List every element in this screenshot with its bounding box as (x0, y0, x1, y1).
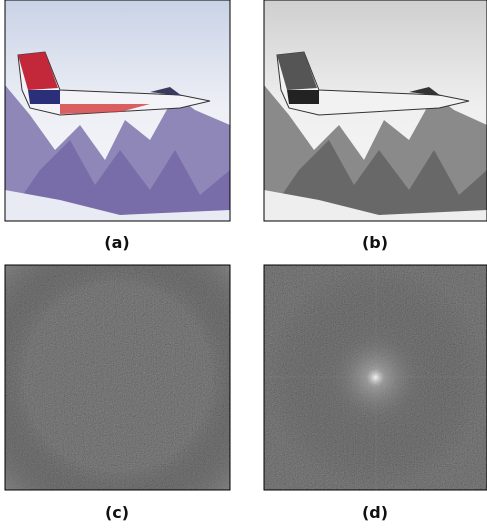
figure: (a) (b) (c) (d) (0, 0, 487, 529)
image-d (264, 265, 487, 490)
panel-label: (c) (105, 503, 129, 522)
panel-label: (b) (362, 233, 388, 252)
panel-label: (a) (104, 233, 129, 252)
image-c (5, 265, 230, 490)
panel-label: (d) (362, 503, 388, 522)
image-b (264, 0, 487, 221)
page: {"panels": [{"label": "(a)"}, {"label": … (0, 0, 487, 529)
image-a (5, 0, 230, 221)
